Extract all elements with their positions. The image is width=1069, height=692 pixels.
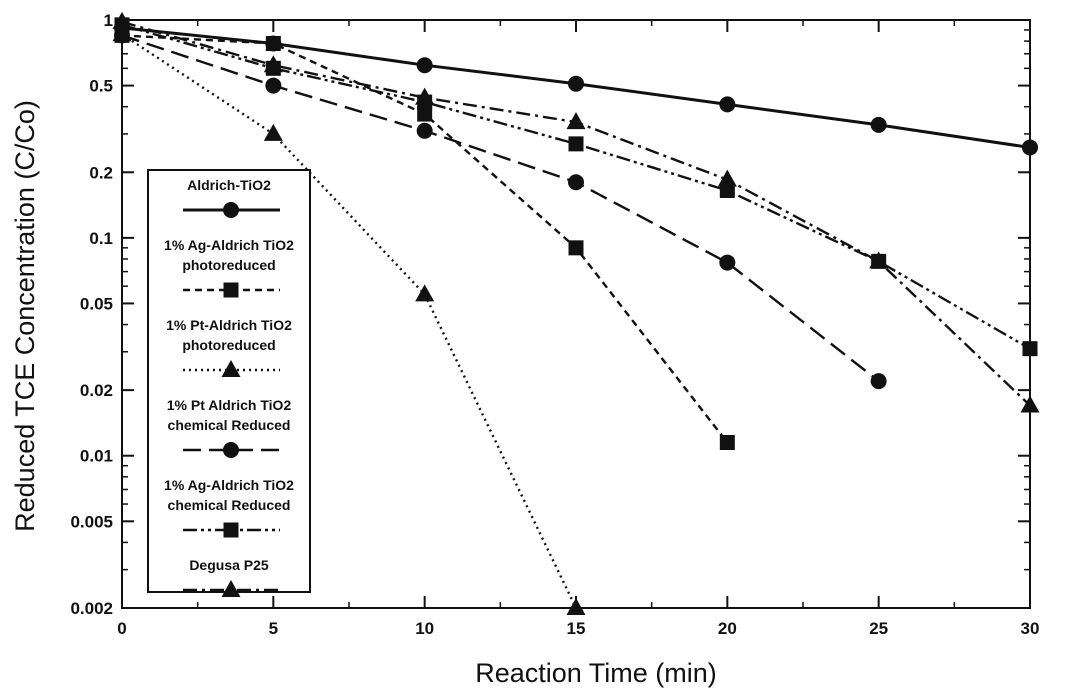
- data-point-triangle: [566, 112, 586, 130]
- series-6: [112, 11, 1040, 413]
- data-point-square: [265, 36, 281, 52]
- y-tick-label: 0.005: [70, 512, 113, 531]
- data-point-triangle: [869, 251, 889, 269]
- legend-label: Degusa P25: [189, 557, 269, 573]
- data-point-square: [417, 106, 433, 122]
- y-tick-label: 0.5: [89, 77, 113, 96]
- series-line: [121, 33, 578, 609]
- legend-label: 1% Ag-Aldrich TiO2: [164, 237, 294, 253]
- data-point-square: [719, 434, 735, 450]
- data-point-triangle: [263, 123, 283, 141]
- data-point-circle: [568, 174, 584, 191]
- legend-entry-6: Degusa P25: [183, 557, 280, 597]
- legend-label: 1% Pt-Aldrich TiO2: [166, 317, 292, 333]
- legend-label: chemical Reduced: [168, 417, 291, 433]
- x-tick-label: 25: [869, 619, 888, 638]
- series-layer: [112, 11, 1040, 615]
- data-point-triangle: [717, 169, 737, 187]
- data-point-triangle: [1020, 395, 1040, 413]
- legend-marker-circle: [223, 202, 239, 218]
- data-point-square: [568, 136, 584, 152]
- data-point-triangle: [263, 55, 283, 73]
- y-tick-label: 0.05: [80, 294, 113, 313]
- legend-marker-circle: [223, 442, 239, 458]
- y-tick-label: 0.002: [70, 599, 113, 618]
- x-tick-label: 15: [567, 619, 586, 638]
- data-point-triangle: [112, 11, 132, 29]
- legend-label: photoreduced: [182, 257, 275, 273]
- data-point-circle: [416, 122, 433, 139]
- legend-label: 1% Pt Aldrich TiO2: [167, 397, 292, 413]
- data-point-circle: [719, 96, 736, 113]
- y-axis-title: Reduced TCE Concentration (C/Co): [10, 100, 40, 532]
- y-tick-label: 0.01: [80, 447, 113, 466]
- data-point-circle: [870, 116, 887, 133]
- data-point-triangle: [415, 284, 435, 302]
- data-point-square: [568, 240, 584, 256]
- legend-label: photoreduced: [182, 337, 275, 353]
- data-point-square: [719, 182, 735, 198]
- y-tick-label: 0.2: [89, 163, 113, 182]
- x-tick-label: 0: [117, 619, 126, 638]
- series-4: [114, 27, 887, 390]
- legend-marker-triangle: [221, 360, 241, 377]
- legend-entry-1: Aldrich-TiO2: [183, 177, 280, 218]
- legend: Aldrich-TiO2 1% Ag-Aldrich TiO2 photoreduc…: [147, 169, 311, 597]
- data-point-circle: [416, 57, 433, 74]
- series-line: [121, 34, 880, 383]
- legend-entry-2: 1% Ag-Aldrich TiO2 photoreduced: [164, 237, 294, 298]
- data-point-circle: [265, 77, 282, 94]
- series-1: [114, 19, 1038, 156]
- data-point-circle: [719, 254, 736, 271]
- data-point-circle: [870, 373, 887, 390]
- legend-entry-5: 1% Ag-Aldrich TiO2 chemical Reduced: [164, 477, 294, 538]
- legend-marker-square: [223, 522, 239, 538]
- legend-entry-3: 1% Pt-Aldrich TiO2 photoreduced: [166, 317, 292, 377]
- legend-box: [147, 169, 311, 593]
- y-tick-label: 1: [104, 11, 113, 30]
- data-point-triangle: [566, 598, 586, 615]
- x-tick-label: 20: [718, 619, 737, 638]
- legend-entry-4: 1% Pt Aldrich TiO2 chemical Reduced: [167, 397, 292, 458]
- data-point-triangle: [415, 87, 435, 105]
- data-point-circle: [568, 75, 584, 92]
- y-tick-label: 0.1: [89, 229, 113, 248]
- x-axis-title: Reaction Time (min): [475, 658, 717, 688]
- legend-marker-square: [223, 282, 239, 298]
- legend-label: 1% Ag-Aldrich TiO2: [164, 477, 294, 493]
- legend-marker-triangle: [221, 580, 241, 597]
- y-tick-label: 0.02: [80, 381, 113, 400]
- x-tick-label: 30: [1021, 619, 1040, 638]
- legend-label: Aldrich-TiO2: [187, 177, 271, 193]
- x-tick-label: 5: [269, 619, 278, 638]
- x-tick-label: 10: [415, 619, 434, 638]
- data-point-square: [1022, 341, 1038, 357]
- data-point-circle: [1022, 139, 1038, 156]
- legend-label: chemical Reduced: [168, 497, 291, 513]
